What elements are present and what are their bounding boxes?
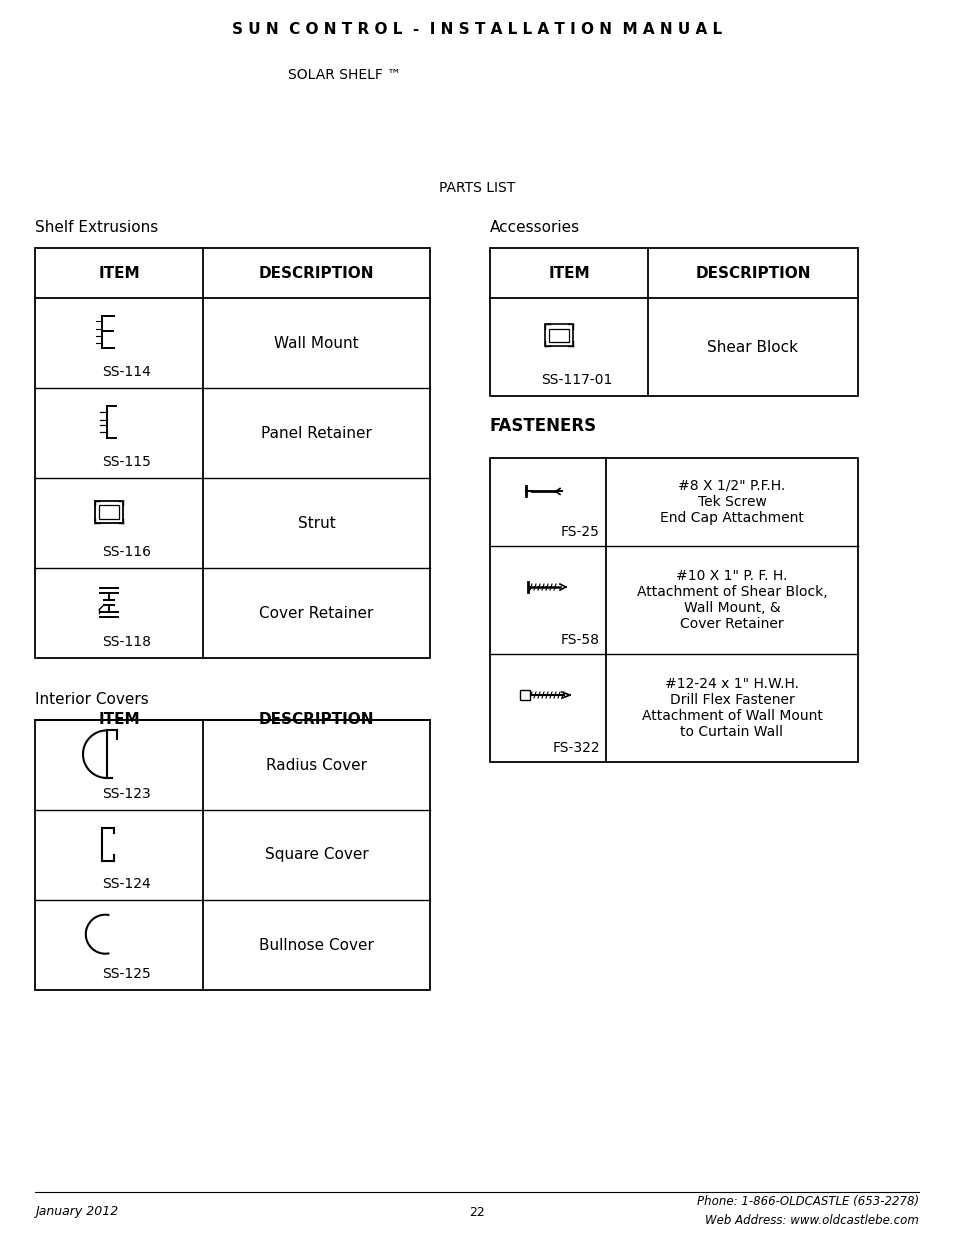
Text: 22: 22 bbox=[469, 1205, 484, 1219]
Text: ITEM: ITEM bbox=[548, 266, 589, 280]
Bar bbox=[544, 325, 573, 346]
Text: #12-24 x 1" H.W.H.
Drill Flex Fastener
Attachment of Wall Mount
to Curtain Wall: #12-24 x 1" H.W.H. Drill Flex Fastener A… bbox=[640, 677, 821, 740]
Text: SS-124: SS-124 bbox=[103, 877, 152, 890]
Bar bbox=[98, 505, 119, 519]
Text: #8 X 1/2" P.F.H.
Tek Screw
End Cap Attachment: #8 X 1/2" P.F.H. Tek Screw End Cap Attac… bbox=[659, 479, 803, 525]
Text: SS-125: SS-125 bbox=[103, 967, 152, 981]
Text: Interior Covers: Interior Covers bbox=[35, 693, 149, 708]
Text: Shear Block: Shear Block bbox=[707, 340, 798, 354]
Text: SS-117-01: SS-117-01 bbox=[540, 373, 612, 387]
Bar bbox=[490, 248, 857, 396]
Text: FS-58: FS-58 bbox=[560, 634, 599, 647]
Text: SS-114: SS-114 bbox=[103, 366, 152, 379]
Text: S U N  C O N T R O L  -  I N S T A L L A T I O N  M A N U A L: S U N C O N T R O L - I N S T A L L A T … bbox=[232, 22, 721, 37]
Text: DESCRIPTION: DESCRIPTION bbox=[695, 266, 810, 280]
Text: PARTS LIST: PARTS LIST bbox=[438, 182, 515, 195]
Bar bbox=[549, 329, 568, 342]
Bar bbox=[94, 501, 123, 524]
Text: #10 X 1" P. F. H.
Attachment of Shear Block,
Wall Mount, &
Cover Retainer: #10 X 1" P. F. H. Attachment of Shear Bl… bbox=[636, 568, 826, 631]
Text: Shelf Extrusions: Shelf Extrusions bbox=[35, 221, 158, 236]
Text: SOLAR SHELF ™: SOLAR SHELF ™ bbox=[288, 68, 401, 82]
Bar bbox=[35, 248, 430, 658]
Text: FS-25: FS-25 bbox=[560, 525, 599, 538]
Text: SS-116: SS-116 bbox=[102, 545, 152, 559]
Text: Web Address: www.oldcastlebe.com: Web Address: www.oldcastlebe.com bbox=[704, 1214, 918, 1226]
Text: Bullnose Cover: Bullnose Cover bbox=[259, 937, 374, 952]
Text: Square Cover: Square Cover bbox=[264, 847, 368, 862]
Bar bbox=[519, 690, 530, 700]
Text: Panel Retainer: Panel Retainer bbox=[261, 426, 372, 441]
Text: FS-322: FS-322 bbox=[552, 741, 599, 755]
Text: ITEM: ITEM bbox=[98, 713, 140, 727]
Text: SS-123: SS-123 bbox=[103, 787, 152, 802]
Text: SS-115: SS-115 bbox=[103, 454, 152, 469]
Text: FASTENERS: FASTENERS bbox=[490, 417, 597, 435]
Text: Accessories: Accessories bbox=[490, 221, 579, 236]
Bar bbox=[35, 720, 430, 990]
Bar bbox=[490, 458, 857, 762]
Text: DESCRIPTION: DESCRIPTION bbox=[258, 713, 374, 727]
Text: Phone: 1-866-OLDCASTLE (653-2278): Phone: 1-866-OLDCASTLE (653-2278) bbox=[696, 1194, 918, 1208]
Text: Cover Retainer: Cover Retainer bbox=[259, 605, 374, 620]
Text: Wall Mount: Wall Mount bbox=[274, 336, 358, 351]
Text: ITEM: ITEM bbox=[98, 266, 140, 280]
Text: SS-118: SS-118 bbox=[102, 635, 152, 650]
Text: DESCRIPTION: DESCRIPTION bbox=[258, 266, 374, 280]
Text: January 2012: January 2012 bbox=[35, 1205, 118, 1219]
Text: Radius Cover: Radius Cover bbox=[266, 757, 367, 773]
Text: Strut: Strut bbox=[297, 515, 335, 531]
